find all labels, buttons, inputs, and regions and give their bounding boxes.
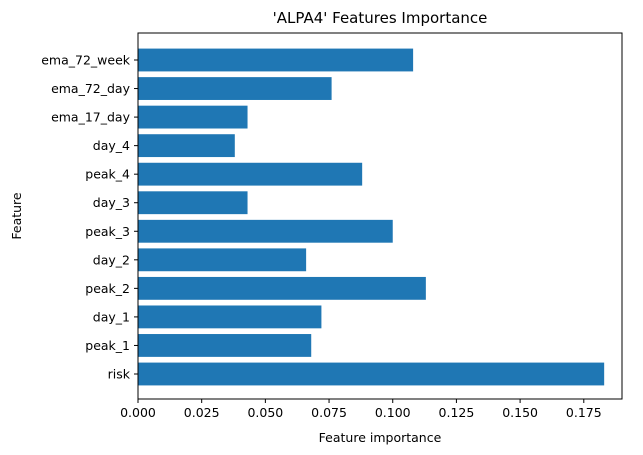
y-tick-label: day_2 xyxy=(93,252,130,267)
x-tick-label: 0.125 xyxy=(439,405,475,420)
bar-day-1 xyxy=(138,305,322,329)
y-tick-label: ema_17_day xyxy=(51,110,131,125)
x-axis-label: Feature importance xyxy=(319,430,442,445)
x-axis-ticks: 0.000 0.025 0.050 0.075 0.100 0.125 0.150 0.175 xyxy=(120,399,602,420)
y-tick-label: peak_3 xyxy=(85,224,130,239)
bar-day-2 xyxy=(138,248,307,272)
y-tick-label: peak_1 xyxy=(85,338,130,353)
chart-title: 'ALPA4' Features Importance xyxy=(273,9,488,27)
bar-peak-4 xyxy=(138,162,363,186)
y-axis-ticks: risk peak_1 day_1 peak_2 day_2 peak_3 day_3 pea… xyxy=(41,53,138,382)
y-tick-label: ema_72_day xyxy=(51,81,131,96)
bar-day-4 xyxy=(138,134,235,158)
bar-risk xyxy=(138,362,605,386)
y-tick-label: ema_72_week xyxy=(41,53,131,68)
y-tick-label: day_4 xyxy=(93,138,130,153)
y-tick-label: day_3 xyxy=(93,195,130,210)
bars-group xyxy=(138,48,605,386)
x-tick-label: 0.050 xyxy=(247,405,283,420)
bar-ema-72-day xyxy=(138,77,332,100)
x-tick-label: 0.000 xyxy=(120,405,156,420)
y-axis-label: Feature xyxy=(9,192,24,240)
y-tick-label: risk xyxy=(108,367,131,382)
x-tick-label: 0.175 xyxy=(566,405,602,420)
x-tick-label: 0.150 xyxy=(502,405,538,420)
bar-ema-72-week xyxy=(138,48,414,72)
y-tick-label: day_1 xyxy=(93,309,130,324)
bar-peak-2 xyxy=(138,276,426,300)
bar-day-3 xyxy=(138,191,248,215)
x-tick-label: 0.075 xyxy=(311,405,347,420)
x-tick-label: 0.025 xyxy=(184,405,220,420)
bar-peak-1 xyxy=(138,334,312,357)
plot-frame xyxy=(137,32,623,400)
x-tick-label: 0.100 xyxy=(375,405,411,420)
bar-ema-17-day xyxy=(138,105,248,129)
y-tick-label: peak_2 xyxy=(85,281,130,296)
bar-peak-3 xyxy=(138,219,393,243)
y-tick-label: peak_4 xyxy=(85,167,130,182)
